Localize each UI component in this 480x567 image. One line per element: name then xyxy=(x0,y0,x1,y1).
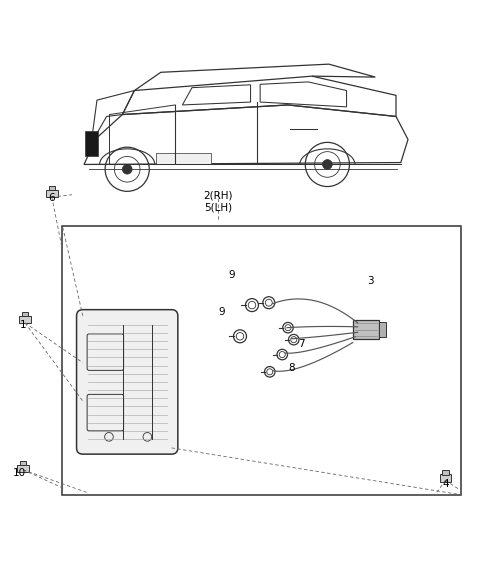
Text: 3: 3 xyxy=(367,277,374,286)
Text: 4: 4 xyxy=(442,479,449,489)
Text: 7: 7 xyxy=(298,339,305,349)
Bar xyxy=(22,312,28,316)
Text: 1: 1 xyxy=(20,320,26,329)
Bar xyxy=(17,464,29,472)
FancyBboxPatch shape xyxy=(77,310,178,454)
Text: 8: 8 xyxy=(288,363,295,373)
Bar xyxy=(46,189,58,197)
Bar xyxy=(440,474,451,481)
Circle shape xyxy=(122,164,132,174)
Bar xyxy=(19,316,31,323)
Text: 9: 9 xyxy=(218,307,225,317)
Bar xyxy=(353,320,379,338)
Text: 2(RH)
5(LH): 2(RH) 5(LH) xyxy=(204,191,233,213)
Circle shape xyxy=(323,159,332,170)
Text: 9: 9 xyxy=(228,270,235,280)
Bar xyxy=(379,323,386,337)
Bar xyxy=(62,226,461,494)
Bar xyxy=(442,471,449,475)
Text: 10: 10 xyxy=(12,468,26,477)
Bar xyxy=(156,153,211,163)
Bar xyxy=(48,186,55,190)
Bar xyxy=(20,461,26,465)
Text: 6: 6 xyxy=(48,193,55,203)
Bar xyxy=(85,132,98,156)
